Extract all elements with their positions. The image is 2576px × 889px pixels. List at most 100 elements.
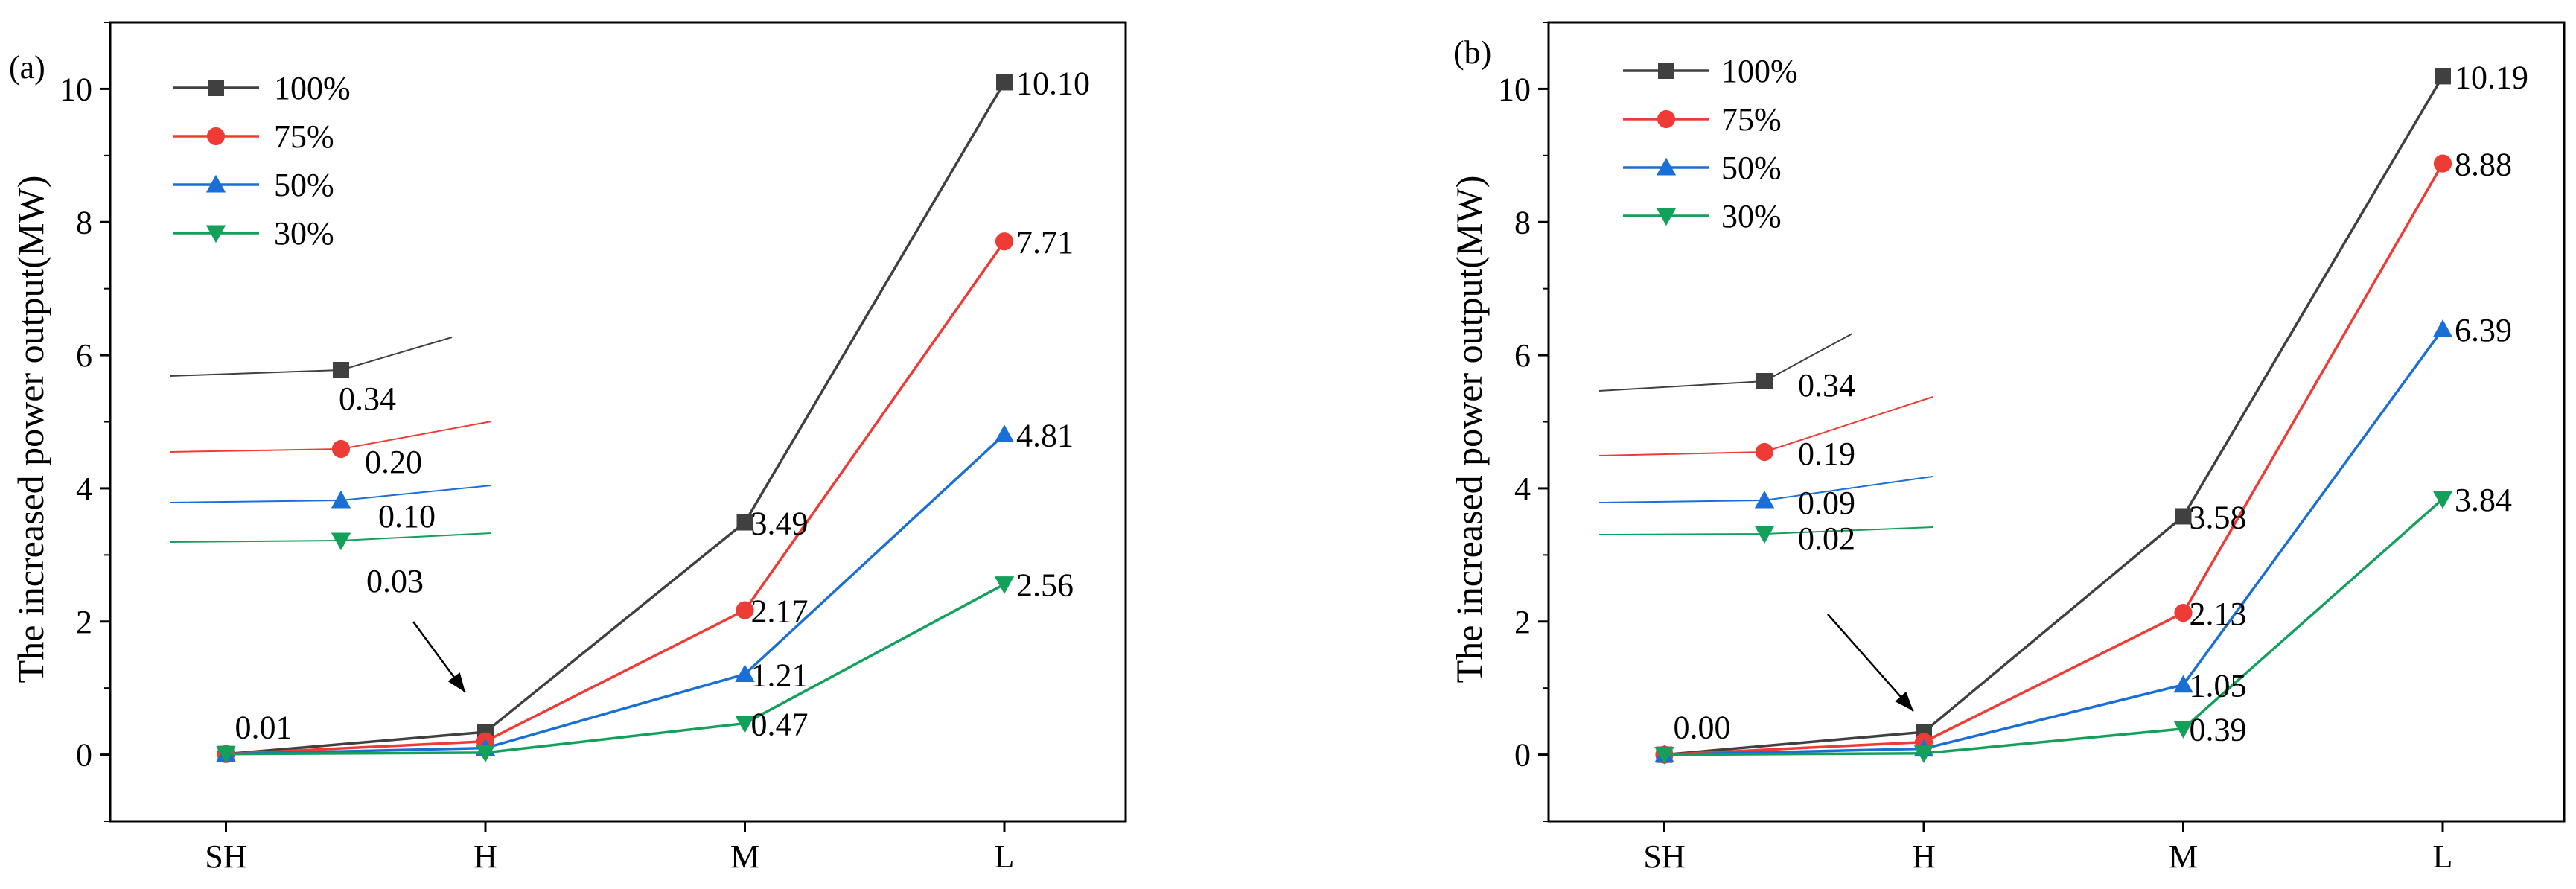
chart-panel-a: 0 2 4 6 8 10 SH H M L The increased power output(M… [9, 21, 1127, 875]
series-line-100pct [1664, 75, 2444, 756]
legend-label: 30% [1721, 198, 1782, 235]
data-label-L: 10.10 [1016, 65, 1090, 101]
data-label-L: 2.56 [1016, 567, 1074, 604]
data-label-L: 8.88 [2455, 147, 2512, 183]
data-label-M: 3.58 [2190, 499, 2247, 535]
inset-label: 0.09 [1798, 485, 1855, 521]
data-point [994, 576, 1015, 594]
data-label-SH: 0.00 [1673, 710, 1730, 746]
data-label-M: 1.05 [2190, 668, 2247, 704]
legend-marker [1656, 157, 1677, 176]
inset-marker [331, 490, 351, 509]
series-line-75pct [1664, 162, 2444, 756]
legend-label: 75% [274, 118, 334, 155]
inset-label: 0.34 [1798, 367, 1855, 404]
inset-line [169, 532, 492, 543]
y-tick-label: 2 [1514, 604, 1531, 640]
data-point [475, 745, 496, 763]
legend-label: 30% [274, 215, 334, 252]
y-tick-label: 4 [1514, 471, 1531, 507]
data-label-M: 3.49 [751, 506, 809, 542]
y-tick-label: 6 [1514, 337, 1531, 374]
y-tick-label: 10 [1498, 71, 1531, 107]
inset-marker [1754, 490, 1775, 509]
data-point [735, 664, 755, 682]
inset-label: 0.20 [365, 444, 422, 480]
data-point [2173, 675, 2193, 693]
data-point [995, 232, 1014, 251]
inset-label: 0.10 [378, 498, 436, 535]
series-line-30pct [1664, 497, 2444, 756]
data-point [216, 746, 236, 764]
inset-marker [1754, 526, 1775, 544]
inset-label: 0.03 [366, 563, 424, 599]
data-point [736, 601, 754, 619]
data-point [2174, 604, 2193, 622]
x-tick-label: M [730, 838, 759, 875]
data-label-M: 1.21 [751, 657, 809, 693]
data-label-L: 10.19 [2455, 59, 2528, 95]
inset-label: 0.34 [339, 380, 396, 417]
panel-label: (a) [9, 49, 45, 86]
inset-label: 0.02 [1798, 520, 1855, 557]
legend-label: 75% [1721, 101, 1782, 138]
y-tick-label: 8 [76, 204, 92, 240]
series-line-100pct [226, 81, 1006, 756]
x-tick-label: H [474, 838, 497, 875]
legend-marker [1656, 208, 1677, 226]
data-point [2432, 491, 2453, 509]
x-tick-label: SH [1643, 838, 1685, 875]
data-label-L: 4.81 [1016, 417, 1074, 453]
panel-label: (b) [1453, 34, 1491, 71]
legend-marker [1658, 63, 1674, 79]
data-label-M: 0.47 [751, 707, 809, 743]
y-tick-label: 4 [76, 471, 92, 507]
legend-marker [205, 174, 226, 193]
y-tick-label: 6 [76, 337, 92, 374]
data-label-M: 0.39 [2190, 712, 2247, 748]
chart-panel-b: 0 2 4 6 8 10 SH H M L The increased power output(M… [1448, 21, 2566, 875]
legend-label: 100% [274, 70, 351, 106]
y-axis-title: The increased power output(MW) [1448, 176, 1490, 684]
plot-frame [1547, 21, 2566, 823]
inset-marker [1755, 442, 1774, 462]
y-tick-label: 0 [1514, 737, 1531, 774]
series-line-30pct [226, 583, 1005, 756]
y-tick-label: 8 [1514, 204, 1531, 240]
data-point [996, 74, 1013, 91]
y-tick-label: 2 [76, 604, 92, 640]
inset-marker [331, 532, 351, 551]
legend-label: 100% [1721, 53, 1798, 89]
inset-arrow-head [447, 672, 465, 692]
data-point [1913, 745, 1934, 763]
data-label-M: 2.13 [2190, 596, 2247, 632]
data-point [1654, 747, 1674, 765]
x-tick-label: SH [205, 838, 246, 875]
inset-marker [1756, 373, 1773, 389]
x-tick-label: H [1912, 838, 1936, 875]
x-tick-label: L [995, 838, 1015, 875]
series-line-75pct [226, 240, 1006, 756]
plot-frame [109, 21, 1127, 823]
legend-marker [206, 127, 226, 146]
data-point [2433, 154, 2452, 173]
legend-marker [208, 80, 224, 96]
legend-label: 50% [1721, 150, 1782, 186]
data-point [736, 514, 753, 531]
y-tick-label: 0 [76, 737, 92, 774]
inset-line [169, 337, 453, 377]
data-point [994, 424, 1015, 443]
x-tick-label: M [2169, 838, 2198, 875]
data-label-L: 7.71 [1016, 224, 1074, 261]
data-label-L: 6.39 [2455, 312, 2512, 348]
inset-line [169, 485, 492, 503]
data-label-M: 2.17 [751, 593, 809, 630]
inset-arrow-shaft [1827, 614, 1914, 712]
inset-marker [333, 362, 349, 378]
data-label-L: 3.84 [2455, 482, 2512, 518]
inset-arrow-head [1895, 691, 1913, 711]
data-point [2173, 721, 2193, 739]
inset-line [169, 421, 492, 453]
legend-marker [205, 225, 226, 243]
